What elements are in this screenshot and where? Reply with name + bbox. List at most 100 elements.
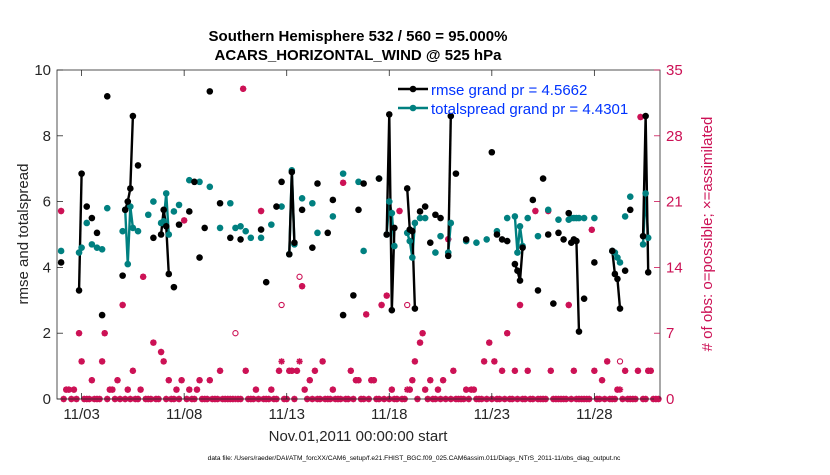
- chart-title-line2: ACARS_HORIZONTAL_WIND @ 525 hPa: [215, 47, 503, 64]
- rmse-point: [134, 162, 142, 169]
- obs-assimilated-star: [383, 292, 390, 299]
- totalspread-point: [88, 241, 96, 248]
- obs-assimilated-star: [511, 367, 519, 374]
- rmse-point: [206, 88, 214, 95]
- data-file-footer: data file: /Users/raeder/DAI/ATM_forcXX/…: [208, 455, 621, 462]
- obs-assimilated-marker: [339, 179, 347, 186]
- totalspread-point: [134, 227, 142, 235]
- obs-possible-marker: [404, 301, 411, 309]
- rmse-point: [324, 229, 332, 237]
- obs-assimilated-marker: [570, 367, 578, 374]
- rmse-point: [196, 254, 203, 261]
- totalspread-point: [129, 224, 137, 232]
- obs-possible-marker: [278, 301, 285, 309]
- obs-assimilated-marker: [411, 358, 419, 365]
- obs-assimilated-star: [486, 339, 493, 346]
- obs-assimilated-star: [70, 386, 78, 393]
- obs-assimilated-marker: [503, 330, 511, 337]
- obs-assimilated-star: [75, 330, 83, 337]
- obs-assimilated-star: [450, 367, 457, 374]
- obs-assimilated-marker: [124, 386, 131, 393]
- obs-assimilated-star: [137, 386, 144, 393]
- totalspread-point: [534, 232, 542, 240]
- obs-assimilated-star: [416, 339, 424, 346]
- obs-assimilated-marker: [362, 311, 370, 318]
- totalspread-point: [626, 193, 634, 200]
- y-axis-right: 0 7 14 21 28 35: [654, 62, 683, 408]
- obs-assimilated-marker: [565, 301, 572, 309]
- rmse-point: [529, 196, 537, 204]
- obs-assimilated-marker: [275, 367, 283, 374]
- obs-assimilated-star: [362, 311, 370, 318]
- totalspread-line-segment: [124, 205, 135, 266]
- obs-assimilated-star: [462, 386, 470, 393]
- obs-assimilated-star: [503, 330, 511, 337]
- obs-assimilated-marker: [139, 273, 147, 280]
- obs-assimilated-star: [311, 367, 319, 374]
- obs-assimilated-star: [637, 113, 644, 121]
- rmse-point: [516, 277, 524, 284]
- obs-assimilated-marker: [119, 301, 126, 309]
- obs-assimilated-marker: [470, 386, 478, 393]
- obs-assimilated-star: [239, 85, 247, 92]
- totalspread-point: [103, 204, 111, 212]
- rmse-point: [437, 214, 444, 222]
- totalspread-point: [175, 201, 183, 209]
- rmse-point: [550, 300, 557, 307]
- x-tick-label: 11/23: [474, 406, 510, 423]
- rmse-point: [385, 111, 393, 118]
- rmse-point: [511, 260, 519, 268]
- plot-area: [57, 70, 660, 399]
- obs-assimilated-star: [139, 273, 147, 280]
- rmse-point: [534, 287, 542, 294]
- x-axis-label: Nov.01,2011 00:00:00 start: [269, 428, 449, 445]
- obs-assimilated-star: [480, 358, 488, 365]
- y-axis-right-label: # of obs: o=possible; ×=assimilated: [699, 117, 716, 352]
- totalspread-point: [124, 260, 132, 268]
- obs-assimilated-star: [206, 377, 214, 384]
- obs-assimilated-marker: [75, 330, 83, 337]
- obs-assimilated-star: [378, 301, 385, 309]
- legend: rmse grand pr = 4.5662 totalspread grand…: [398, 82, 628, 118]
- rmse-point: [262, 278, 270, 286]
- totalspread-point: [385, 198, 393, 205]
- obs-assimilated-marker: [532, 207, 539, 215]
- obs-assimilated-star: [257, 207, 265, 215]
- obs-assimilated-star: [114, 377, 121, 384]
- obs-assimilated-star: [275, 367, 283, 374]
- rmse-point: [291, 239, 298, 247]
- totalspread-point: [150, 198, 157, 205]
- rmse-point: [388, 306, 396, 314]
- obs-assimilated-star: [288, 367, 296, 374]
- rmse-point: [129, 112, 137, 120]
- obs-assimilated-star: [78, 358, 85, 365]
- rmse-point: [544, 231, 552, 238]
- obs-assimilated-star: [268, 386, 275, 393]
- totalspread-point: [83, 219, 91, 227]
- obs-assimilated-marker: [621, 367, 629, 374]
- obs-assimilated-marker: [165, 377, 172, 384]
- totalspread-point: [388, 209, 396, 217]
- totalspread-point: [278, 203, 285, 210]
- totalspread-point: [196, 178, 203, 186]
- obs-assimilated-star: [88, 377, 96, 384]
- legend-spread-marker: [409, 104, 417, 112]
- rmse-point: [278, 178, 285, 186]
- obs-assimilated-star: [129, 367, 137, 374]
- rmse-point: [103, 93, 111, 100]
- obs-possible-marker: [232, 330, 239, 337]
- rmse-point: [88, 214, 96, 222]
- obs-assimilated-star: [524, 367, 531, 374]
- obs-assimilated-marker: [186, 386, 193, 393]
- rmse-point: [462, 236, 470, 243]
- rmse-point: [503, 237, 511, 245]
- obs-assimilated-star: [406, 386, 413, 393]
- obs-assimilated-marker: [242, 367, 249, 374]
- totalspread-point: [421, 214, 429, 222]
- rmse-point: [157, 231, 165, 238]
- obs-assimilated-star: [119, 301, 126, 309]
- rmse-point: [121, 206, 129, 214]
- totalspread-point: [642, 190, 649, 197]
- obs-assimilated-star: [193, 386, 201, 393]
